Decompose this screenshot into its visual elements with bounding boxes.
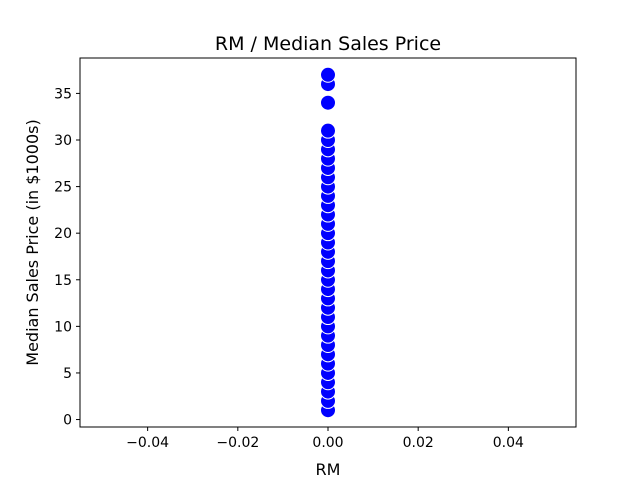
x-tick-label: −0.04 <box>126 435 169 451</box>
y-tick-label: 10 <box>54 319 72 335</box>
y-tick-label: 5 <box>63 366 72 382</box>
y-tick-label: 0 <box>63 413 72 429</box>
x-axis-label: RM <box>316 460 341 479</box>
y-tick-label: 15 <box>54 273 72 289</box>
x-tick-label: 0.02 <box>403 435 434 451</box>
data-point <box>320 122 336 139</box>
y-tick-label: 30 <box>54 133 72 149</box>
data-points <box>320 66 336 419</box>
y-tick-label: 25 <box>54 180 72 196</box>
y-tick-label: 20 <box>54 226 72 242</box>
chart-title: RM / Median Sales Price <box>215 33 441 55</box>
data-point <box>320 94 336 111</box>
x-tick-label: 0.00 <box>312 435 343 451</box>
data-point <box>320 66 336 83</box>
x-axis-ticks: −0.04 −0.02 0.00 0.02 0.04 <box>126 427 524 451</box>
x-tick-label: 0.04 <box>493 435 524 451</box>
y-axis-ticks: 0 5 10 15 20 25 30 35 <box>54 86 80 429</box>
x-tick-label: −0.02 <box>216 435 259 451</box>
y-axis-label: Median Sales Price (in $1000s) <box>23 119 42 365</box>
y-tick-label: 35 <box>54 86 72 102</box>
